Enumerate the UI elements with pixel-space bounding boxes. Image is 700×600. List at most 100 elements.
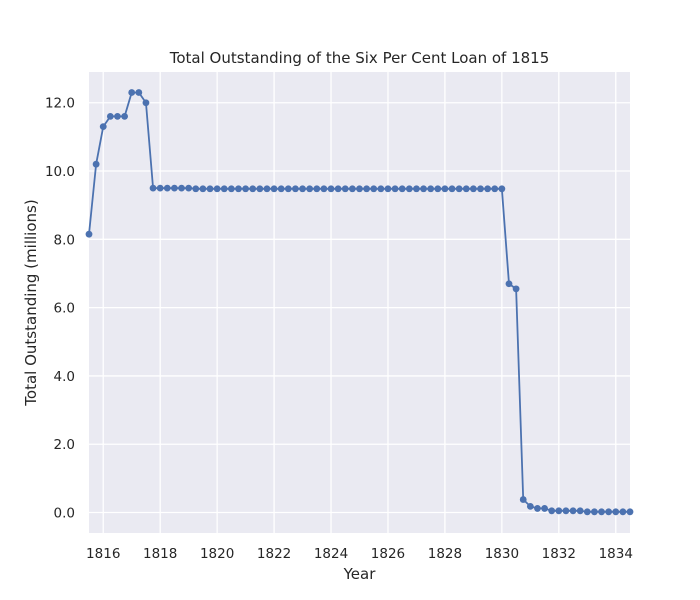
data-point [185, 184, 193, 192]
data-point [591, 508, 598, 516]
data-point [384, 185, 392, 193]
data-point [598, 508, 605, 516]
grid-lines [89, 72, 630, 533]
y-tick-label: 6.0 [54, 301, 75, 317]
data-point [85, 230, 93, 238]
chart-title: Total Outstanding of the Six Per Cent Lo… [169, 49, 550, 67]
data-point [519, 496, 527, 503]
data-point [505, 280, 513, 288]
data-point [420, 185, 427, 193]
data-point [498, 185, 506, 193]
data-point [448, 185, 456, 193]
data-point [235, 185, 242, 193]
data-point [626, 508, 634, 516]
data-point [320, 185, 328, 193]
data-point [576, 507, 584, 515]
data-point [434, 185, 442, 193]
x-tick-label: 1822 [257, 546, 291, 562]
data-point [263, 185, 271, 193]
data-point [156, 184, 164, 192]
data-point [583, 508, 591, 516]
data-point [128, 89, 136, 96]
data-point [299, 185, 306, 193]
data-point [292, 185, 299, 193]
x-tick-label: 1818 [143, 546, 177, 562]
data-point [469, 185, 477, 193]
data-point [213, 185, 221, 193]
y-tick-label: 8.0 [54, 232, 75, 248]
data-point [242, 185, 250, 193]
x-tick-label: 1832 [542, 546, 576, 562]
data-point [455, 185, 463, 193]
data-point [121, 112, 128, 120]
data-point [526, 502, 534, 510]
data-point [427, 185, 435, 193]
data-point [462, 185, 470, 193]
data-point [249, 185, 257, 193]
data-point [227, 185, 235, 193]
data-point [363, 185, 371, 193]
data-point [619, 508, 627, 516]
data-point [256, 185, 264, 193]
data-point [277, 185, 285, 193]
data-point [142, 99, 150, 107]
data-point [171, 184, 178, 192]
x-axis-ticks: 1816 1818 1820 1822 1824 1826 1828 1830 1832 1834 [86, 546, 633, 562]
data-point [163, 184, 171, 192]
data-point [341, 185, 349, 193]
data-point [569, 507, 577, 515]
data-point [605, 508, 613, 516]
x-tick-label: 1834 [599, 546, 633, 562]
data-point [512, 285, 520, 293]
data-point [348, 185, 356, 193]
y-tick-label: 10.0 [45, 164, 75, 180]
data-point [491, 185, 499, 193]
data-point [306, 185, 314, 193]
data-point [114, 112, 121, 120]
plot-background [89, 72, 630, 533]
y-axis-ticks: 0.0 2.0 4.0 6.0 8.0 10.0 12.0 [45, 96, 75, 522]
data-point [612, 508, 620, 516]
data-point [284, 185, 292, 193]
data-point [192, 185, 200, 193]
data-point [405, 185, 413, 193]
data-point [398, 185, 406, 193]
data-point [441, 185, 449, 193]
data-point [178, 184, 185, 192]
y-tick-label: 0.0 [54, 506, 75, 522]
data-point [270, 185, 278, 193]
data-point [206, 185, 214, 193]
data-point [484, 185, 492, 193]
data-point [149, 184, 157, 192]
y-axis-label: Total Outstanding (millions) [22, 199, 40, 406]
data-point [391, 185, 399, 193]
data-point [534, 505, 541, 512]
data-point [413, 185, 420, 193]
data-point [377, 185, 385, 193]
data-point [541, 505, 548, 512]
data-point [135, 89, 143, 96]
data-point [199, 185, 207, 193]
data-point [555, 507, 563, 515]
x-tick-label: 1824 [314, 546, 348, 562]
y-tick-label: 2.0 [54, 437, 75, 453]
data-point [334, 185, 342, 193]
data-point [477, 185, 484, 193]
data-point [313, 185, 321, 193]
x-axis-label: Year [343, 565, 377, 583]
y-tick-label: 12.0 [45, 96, 75, 112]
data-point [99, 123, 107, 131]
data-point [106, 112, 114, 120]
y-tick-label: 4.0 [54, 369, 75, 385]
data-point [220, 185, 228, 193]
data-point [370, 185, 378, 193]
x-tick-label: 1820 [200, 546, 234, 562]
data-point [92, 160, 100, 168]
x-tick-label: 1826 [371, 546, 405, 562]
data-point [562, 507, 570, 515]
x-tick-label: 1830 [485, 546, 519, 562]
data-point [356, 185, 363, 193]
x-tick-label: 1828 [428, 546, 462, 562]
